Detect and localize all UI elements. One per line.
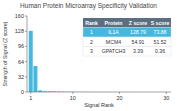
table-cell: 2	[90, 39, 93, 45]
table-cell: 73.88	[154, 29, 167, 35]
x-tick-label: 10	[70, 95, 76, 101]
table-cell: 1	[90, 29, 93, 35]
y-tick-label: 96	[18, 43, 24, 49]
y-tick-label: 32	[18, 74, 24, 80]
x-tick-label: 20	[117, 95, 123, 101]
chart: 03264961281601102030Human Protein Microa…	[0, 0, 177, 111]
title: Human Protein Microarray Specificity Val…	[20, 2, 157, 10]
table-cell: GPATCH3	[102, 48, 126, 54]
table-row-bg	[83, 47, 171, 57]
x-axis-line	[27, 92, 171, 93]
x-axis-label: Signal Rank	[84, 102, 114, 108]
table-row-bg	[83, 37, 171, 47]
table-cell: 54.91	[132, 39, 145, 45]
table-cell: 0.36	[155, 48, 165, 54]
y-tick-label: 64	[18, 59, 24, 65]
x-tick-label: 1	[29, 95, 32, 101]
x-tick-label: 30	[163, 95, 169, 101]
y-axis-line	[27, 16, 28, 92]
table-header: Rank	[85, 20, 98, 26]
table: Rank Protein Z scoreS score 1 IL1A 128.79 73.8…	[83, 18, 171, 56]
table-cell: MCM4	[106, 39, 121, 45]
chart-container: 03264961281601102030Human Protein Microa…	[0, 0, 177, 111]
y-tick	[25, 46, 27, 47]
table-header: Z score	[129, 20, 148, 26]
y-tick	[25, 61, 27, 62]
table-cell: 51.52	[154, 39, 167, 45]
table-cell: 3	[90, 48, 93, 54]
table-header: Protein	[105, 20, 123, 26]
bar	[33, 66, 37, 92]
x-tick	[166, 92, 167, 94]
bar	[29, 31, 33, 92]
y-tick-label: 160	[15, 13, 24, 19]
table-header-bg	[83, 18, 171, 28]
y-axis-label: Strength of Signal (Z score)	[2, 21, 8, 86]
x-tick	[30, 92, 31, 94]
y-tick-label: 128	[15, 28, 24, 34]
table-row-bg	[83, 28, 171, 38]
table-cell: IL1A	[108, 29, 119, 35]
x-tick	[72, 92, 73, 94]
y-tick	[25, 92, 27, 93]
table-cell: 128.79	[130, 29, 146, 35]
y-tick	[25, 31, 27, 32]
y-tick	[25, 16, 27, 17]
table-header: S score	[151, 20, 170, 26]
y-tick	[25, 76, 27, 77]
table-cell: 3.39	[133, 48, 143, 54]
y-tick-label: 0	[21, 89, 24, 95]
x-tick	[119, 92, 120, 94]
